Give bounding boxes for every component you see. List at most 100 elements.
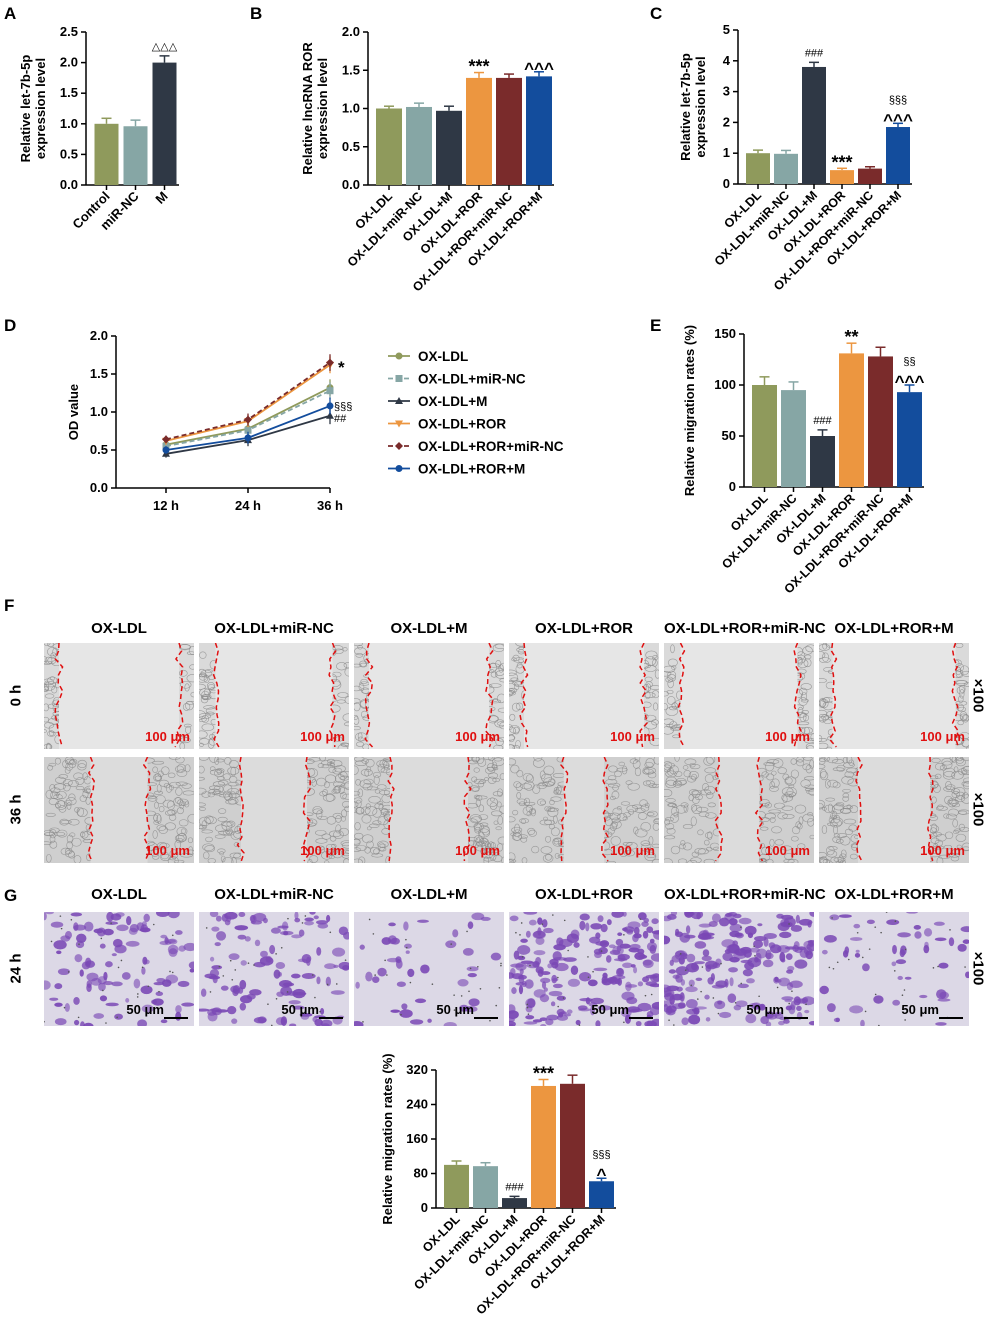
cell-texture	[942, 771, 956, 780]
cell-texture	[633, 826, 639, 835]
stained-cell	[209, 912, 219, 918]
cell-texture	[217, 816, 228, 822]
stained-cell	[556, 1008, 565, 1016]
cell-texture	[49, 840, 58, 849]
cell-texture	[44, 656, 53, 665]
bar-ox-ldl-m	[802, 66, 826, 184]
membrane-pore	[247, 962, 250, 964]
stained-cell	[83, 1022, 94, 1026]
stained-cell	[570, 929, 580, 940]
stained-cell	[253, 961, 266, 968]
stained-cell	[56, 950, 62, 955]
cell-texture	[829, 818, 842, 828]
membrane-pore	[329, 931, 332, 934]
cell-texture	[44, 729, 47, 733]
cell-texture	[307, 858, 313, 863]
cell-texture	[759, 858, 766, 863]
stained-cell	[784, 999, 793, 1003]
cell-texture	[843, 762, 855, 768]
cell-texture	[47, 647, 57, 657]
stained-cell	[762, 959, 774, 968]
cell-texture	[532, 758, 545, 768]
stained-cell	[342, 964, 349, 971]
cell-texture	[201, 723, 215, 732]
stained-cell	[533, 950, 546, 956]
cell-texture	[372, 771, 382, 778]
cell-texture	[199, 824, 205, 830]
scale-bar-label: 100 μm	[765, 729, 810, 744]
cell-texture	[642, 768, 654, 775]
stained-cell	[168, 948, 178, 957]
cell-texture	[44, 841, 52, 846]
panel-letter-d: D	[4, 316, 17, 335]
cell-texture	[199, 742, 204, 747]
cell-texture	[319, 757, 326, 762]
cell-texture	[512, 809, 519, 816]
cell-texture	[167, 809, 176, 816]
membrane-pore	[783, 1018, 786, 1021]
stained-cell	[99, 943, 106, 949]
stained-cell	[523, 912, 538, 915]
bar-ox-ldl-ror-mir-nc	[496, 77, 522, 185]
cell-texture	[354, 847, 362, 852]
cell-texture	[665, 779, 677, 789]
cell-texture	[957, 720, 964, 726]
stained-cell	[965, 971, 969, 979]
stained-cell	[517, 945, 531, 955]
cell-texture	[531, 845, 540, 854]
stained-cell	[679, 932, 691, 943]
cell-texture	[539, 819, 553, 826]
cell-texture	[605, 778, 618, 785]
stained-cell	[686, 953, 696, 963]
point-ox-ldl-ror-m	[244, 434, 252, 442]
y-axis-label: Relative let-7b-5p	[678, 53, 693, 161]
cell-texture	[510, 677, 519, 682]
scale-bar-label: 100 μm	[455, 729, 500, 744]
stained-cell	[404, 943, 412, 949]
cell-texture	[354, 822, 361, 831]
cell-texture	[819, 650, 826, 659]
stained-cell	[200, 988, 207, 997]
cell-texture	[499, 805, 504, 815]
cell-texture	[819, 735, 823, 742]
cell-texture	[819, 742, 829, 749]
wound-edge-left	[212, 643, 220, 748]
cell-texture	[152, 830, 158, 839]
membrane-pore	[152, 923, 155, 926]
scale-bar-label: 100 μm	[610, 729, 655, 744]
cell-texture	[677, 780, 687, 785]
cell-texture	[509, 758, 517, 766]
stained-cell	[666, 1005, 677, 1013]
stained-cell	[712, 962, 721, 969]
significance-mark: ###	[505, 1181, 524, 1193]
cell-texture	[472, 786, 480, 792]
stained-cell	[509, 915, 519, 922]
cell-texture	[162, 799, 175, 808]
stained-cell	[914, 931, 922, 939]
legend-label: OX-LDL+miR-NC	[418, 372, 526, 387]
cell-texture	[768, 809, 781, 814]
stained-cell	[819, 985, 829, 995]
cell-texture	[549, 799, 555, 806]
cell-texture	[325, 793, 335, 802]
scale-bar-label: 50 μm	[901, 1002, 939, 1017]
cell-texture	[651, 843, 659, 848]
bar-ox-ldl-m	[502, 1198, 527, 1208]
cell-texture	[842, 788, 851, 793]
cell-texture	[819, 856, 828, 863]
cell-texture	[761, 846, 771, 856]
membrane-pore	[949, 929, 951, 931]
cell-texture	[682, 765, 689, 770]
cell-texture	[319, 791, 327, 797]
membrane-pore	[60, 927, 63, 930]
wound-image: 100 μm	[509, 643, 659, 749]
cell-texture	[488, 841, 495, 851]
cell-texture	[649, 737, 659, 746]
cell-texture	[551, 827, 560, 837]
legend-label: OX-LDL+ROR+miR-NC	[418, 439, 564, 454]
cell-texture	[338, 827, 349, 837]
cell-texture	[77, 763, 87, 771]
cell-texture	[473, 767, 480, 773]
cell-texture	[203, 705, 215, 710]
